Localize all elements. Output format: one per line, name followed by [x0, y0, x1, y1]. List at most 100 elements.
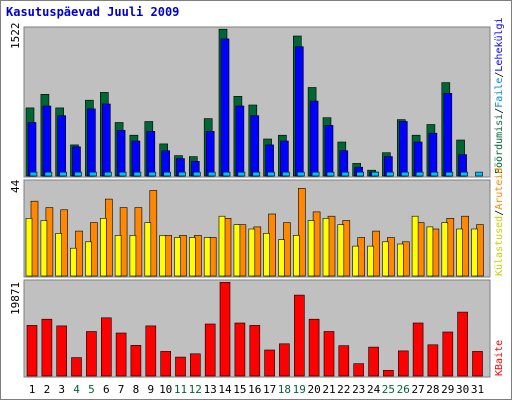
bar-kbytes: [101, 317, 112, 377]
bar-kbytes: [323, 331, 335, 377]
x-tick-label: 16: [248, 383, 261, 396]
x-tick-label: 22: [337, 383, 350, 396]
x-tick-label: 19: [293, 383, 306, 396]
chart-title: Kasutuspäevad Juuli 2009: [6, 5, 179, 19]
x-tick-label: 23: [352, 383, 365, 396]
bar-pages: [27, 122, 37, 177]
bar-sites: [337, 224, 345, 277]
bar-pages: [235, 105, 245, 177]
bar-files: [222, 171, 231, 177]
bar-files: [207, 171, 216, 177]
bar-kbytes: [234, 322, 246, 377]
y-max-label-middle: 44: [9, 179, 22, 193]
bar-files: [29, 171, 38, 177]
bar-files: [104, 171, 112, 177]
x-tick-label: 31: [471, 383, 484, 396]
bar-sites: [218, 215, 226, 277]
legend-sites: Külastused: [494, 216, 505, 276]
bar-sites: [456, 228, 463, 277]
bar-files: [252, 171, 261, 177]
bar-sites: [263, 233, 270, 277]
bar-files: [475, 171, 483, 177]
bar-pages: [220, 38, 230, 177]
legend-pages: Lehekülgi: [494, 17, 505, 71]
x-tick-label: 12: [189, 383, 202, 396]
bar-pages: [250, 115, 260, 177]
bar-sites: [40, 220, 48, 277]
bar-sites: [70, 247, 77, 277]
x-tick-label: 1: [29, 383, 36, 396]
bar-sites: [367, 245, 374, 277]
x-tick-label: 20: [307, 383, 320, 396]
x-tick-label: 7: [118, 383, 125, 396]
bar-sites: [159, 235, 166, 277]
bar-files: [445, 171, 454, 177]
x-tick-label: 5: [88, 383, 95, 396]
bar-sites: [129, 235, 137, 277]
bar-files: [400, 171, 409, 177]
legend-sep-3: /: [494, 210, 505, 216]
bar-sites: [25, 218, 33, 277]
bar-kbytes: [41, 318, 53, 377]
bar-files: [371, 171, 379, 177]
x-tick-label: 15: [233, 383, 246, 396]
bar-sites: [203, 237, 211, 277]
bar-files: [178, 171, 186, 177]
x-tick-label: 2: [44, 383, 51, 396]
x-tick-label: 24: [367, 383, 381, 396]
bar-kbytes: [457, 311, 468, 377]
bar-sites: [396, 243, 404, 277]
bar-sites: [352, 245, 360, 277]
bar-sites: [471, 228, 478, 277]
bar-kbytes: [190, 353, 201, 377]
bar-kbytes: [26, 325, 38, 377]
bar-kbytes: [353, 363, 365, 377]
bar-files: [148, 171, 157, 177]
bar-files: [267, 171, 275, 177]
bar-files: [415, 171, 424, 177]
bar-sites: [55, 233, 63, 277]
x-tick-label: 6: [103, 383, 110, 396]
bar-kbytes: [115, 332, 127, 377]
bar-sites: [85, 241, 92, 277]
bar-kbytes: [338, 345, 350, 377]
bar-files: [282, 171, 290, 177]
x-tick-label: 29: [441, 383, 454, 396]
bar-sites: [426, 226, 434, 277]
bar-pages: [280, 140, 289, 177]
bars-layer: [25, 28, 484, 377]
bar-pages: [398, 121, 408, 177]
x-tick-label: 14: [218, 383, 232, 396]
bar-files: [430, 171, 439, 177]
bar-kbytes: [130, 344, 142, 377]
bar-files: [237, 171, 246, 177]
bar-files: [356, 171, 365, 177]
bar-pages: [324, 125, 334, 177]
bar-files: [89, 171, 97, 177]
bar-pages: [116, 130, 126, 177]
x-tick-label: 18: [278, 383, 291, 396]
bar-pages: [294, 46, 304, 177]
bar-kbytes: [368, 346, 379, 377]
bar-files: [59, 171, 68, 177]
x-tick-label: 26: [397, 383, 410, 396]
bar-kbytes: [249, 325, 261, 377]
bar-pages: [265, 144, 274, 177]
y-max-label-top: 1522: [9, 23, 22, 50]
bar-pages: [443, 93, 453, 177]
bar-files: [341, 171, 350, 177]
bar-kbytes: [293, 294, 305, 377]
bar-kbytes: [264, 349, 275, 377]
bar-files: [118, 171, 127, 177]
bar-files: [163, 171, 171, 177]
legend-bottom: KBaite: [494, 340, 505, 376]
x-tick-label: 28: [426, 383, 439, 396]
bar-kbytes: [308, 318, 320, 377]
x-tick-label: 17: [263, 383, 276, 396]
bar-kbytes: [160, 351, 171, 377]
bar-files: [311, 171, 320, 177]
legend-sep-1: /: [494, 108, 505, 114]
bar-pages: [102, 103, 111, 177]
x-tick-label: 21: [322, 383, 335, 396]
